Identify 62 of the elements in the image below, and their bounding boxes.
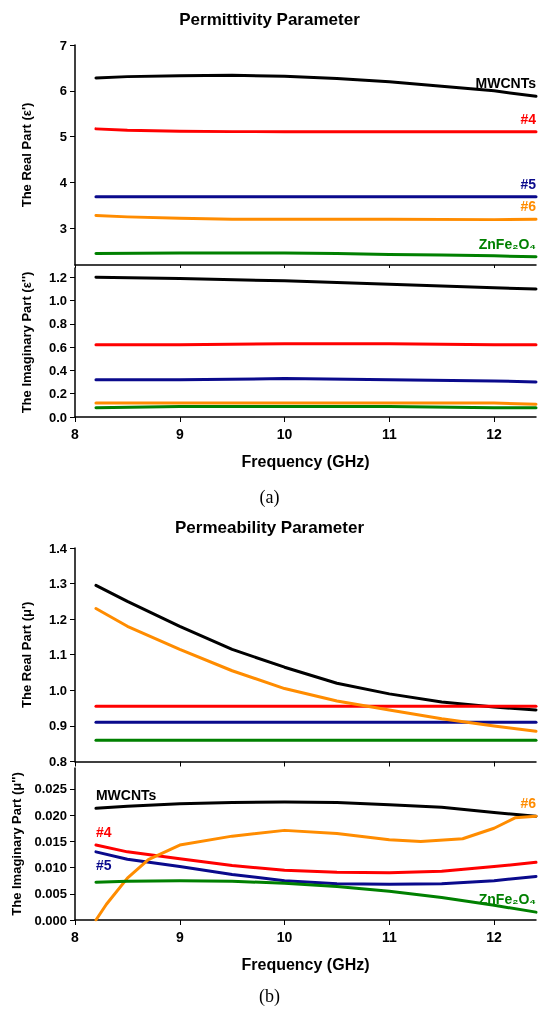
y-tick-label: 6 <box>59 83 67 99</box>
text: (b) <box>259 986 281 1007</box>
y-tick-label: 0.010 <box>34 860 67 876</box>
y-tick-label: 0.0 <box>48 409 67 425</box>
y-tick-label: 1.0 <box>48 682 67 698</box>
y-tick-label: 0.6 <box>48 339 67 355</box>
x-tick-label: 11 <box>381 426 397 442</box>
y-tick-label: 1.0 <box>48 293 67 309</box>
y-tick-label: 4 <box>59 175 68 190</box>
x-tick-label: 10 <box>276 929 293 945</box>
y-axis-title: The Imaginary Part (μ'') <box>9 772 24 916</box>
series-label: MWCNTs <box>475 75 537 92</box>
line-series <box>94 583 538 712</box>
y-axis-title: The Real Part (μ') <box>19 601 34 708</box>
series-label: #5 <box>95 856 112 873</box>
y-tick-label: 1.3 <box>48 576 67 592</box>
series-label: ZnFe₂O₄ <box>478 235 536 252</box>
x-tick-label: 12 <box>486 426 503 442</box>
chart-title: Permittivity Parameter <box>179 10 361 29</box>
x-tick-label: 9 <box>175 929 184 945</box>
x-axis-title: Frequency (GHz) <box>241 452 370 470</box>
y-tick-label: 1.4 <box>48 540 68 556</box>
y-tick-label: 0.9 <box>48 718 67 734</box>
y-tick-label: 0.020 <box>34 807 67 823</box>
x-axis-title: Frequency (GHz) <box>241 955 370 973</box>
y-tick-label: 0.015 <box>34 833 67 849</box>
line-series <box>94 814 538 922</box>
line-series <box>94 879 538 914</box>
series-label: #6 <box>520 198 537 215</box>
x-tick-label: 8 <box>71 929 80 945</box>
series-label: #4 <box>520 110 537 127</box>
line-series <box>94 606 538 733</box>
chart-title: Permeability Parameter <box>175 518 365 537</box>
y-tick-label: 0.2 <box>48 386 67 402</box>
y-tick-label: 0.005 <box>34 886 67 902</box>
y-tick-label: 7 <box>59 37 67 53</box>
y-tick-label: 0.8 <box>48 316 67 332</box>
line-series <box>94 73 538 98</box>
y-tick-label: 0.025 <box>34 781 67 797</box>
y-tick-label: 0.8 <box>48 754 67 769</box>
line-series <box>94 843 538 875</box>
x-tick-label: 8 <box>71 426 80 442</box>
y-axis-title: The Imaginary Part (ε'') <box>19 271 34 414</box>
y-tick-label: 0.000 <box>34 912 67 928</box>
y-tick-label: 0.4 <box>48 362 68 378</box>
y-tick-label: 1.2 <box>48 269 67 285</box>
series-label: #6 <box>520 795 537 812</box>
series-label: #4 <box>95 824 112 841</box>
x-tick-label: 9 <box>175 426 184 442</box>
y-tick-label: 3 <box>59 220 67 236</box>
x-tick-label: 11 <box>381 929 397 945</box>
series-label: MWCNTs <box>95 787 157 804</box>
x-tick-label: 10 <box>276 426 293 442</box>
y-tick-label: 1.1 <box>48 647 67 663</box>
line-series <box>94 850 538 886</box>
y-tick-label: 1.2 <box>48 611 67 627</box>
series-label: #5 <box>520 175 537 192</box>
x-tick-label: 12 <box>486 929 503 945</box>
text: (a) <box>259 487 280 508</box>
y-tick-label: 5 <box>59 129 67 145</box>
y-axis-title: The Real Part (ε') <box>19 102 34 208</box>
line-series <box>94 275 538 291</box>
